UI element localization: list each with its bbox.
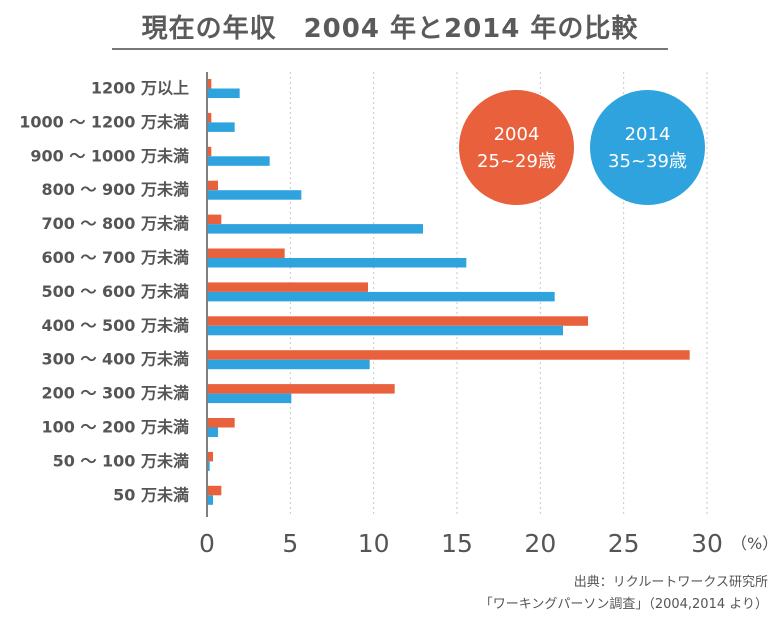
bar-2014 xyxy=(208,427,218,437)
category-label: 700 ～ 800 万未満 xyxy=(41,214,189,233)
bar-2004 xyxy=(208,485,222,496)
category-label: 800 ～ 900 万未満 xyxy=(41,180,189,199)
category-label: 1000 ～ 1200 万未満 xyxy=(19,112,189,131)
bar-2014 xyxy=(208,88,240,98)
category-label: 400 ～ 500 万未満 xyxy=(41,316,189,335)
chart-title: 現在の年収 2004 年と2014 年の比較 xyxy=(141,14,639,44)
x-tick-label: 0 xyxy=(199,529,215,558)
x-tick-labels: 0 5 10 15 20 25 30 xyxy=(199,529,723,558)
bar-2004 xyxy=(208,384,395,394)
category-label: 100 ～ 200 万未満 xyxy=(41,418,189,437)
grid-lines xyxy=(206,72,708,517)
bar-2014 xyxy=(208,258,467,268)
bar-2014 xyxy=(208,461,210,471)
legend-2004-age: 25~29歳 xyxy=(477,150,556,172)
bar-2004 xyxy=(208,418,235,428)
bar-2014 xyxy=(208,122,235,132)
x-tick-label: 25 xyxy=(608,529,640,558)
bar-2004 xyxy=(208,248,285,258)
bar-2014 xyxy=(208,359,370,370)
category-label: 50 ～ 100 万未満 xyxy=(53,451,189,470)
source-note: 出典：リクルートワークス研究所 「ワーキングパーソン調査」（2004,2014 … xyxy=(480,572,768,616)
category-label: 1200 万以上 xyxy=(91,79,189,98)
bar-2004 xyxy=(208,112,212,123)
legend-2014-year: 2014 xyxy=(624,123,671,145)
bar-2014 xyxy=(208,495,213,505)
bar-2014 xyxy=(208,325,563,336)
category-labels: 1200 万以上 1000 ～ 1200 万未満 900 ～ 1000 万未満 800… xyxy=(19,79,189,505)
x-unit-label: （%） xyxy=(731,534,778,553)
bar-2004 xyxy=(208,350,690,360)
legend-2014-age: 35~39歳 xyxy=(608,150,687,172)
legend-2004-year: 2004 xyxy=(493,123,540,145)
bar-2014 xyxy=(208,291,555,302)
bar-2004 xyxy=(208,180,218,191)
bar-2014 xyxy=(208,190,302,200)
legend-badge-2004: 2004 25~29歳 xyxy=(459,90,574,205)
source-line-1: 出典：リクルートワークス研究所 xyxy=(573,575,768,590)
category-label: 300 ～ 400 万未満 xyxy=(41,350,189,369)
bar-2004 xyxy=(208,451,213,462)
bar-2004 xyxy=(208,316,588,326)
bar-2004 xyxy=(208,146,212,157)
bar-2004 xyxy=(208,79,212,89)
bar-2004 xyxy=(208,214,222,225)
x-tick-label: 15 xyxy=(441,529,473,558)
category-label: 50 万未満 xyxy=(113,485,189,504)
x-tick-label: 10 xyxy=(358,529,390,558)
bar-2004 xyxy=(208,282,368,292)
x-tick-label: 20 xyxy=(524,529,556,558)
category-label: 900 ～ 1000 万未満 xyxy=(30,146,189,165)
category-label: 200 ～ 300 万未満 xyxy=(41,384,189,403)
legend-badge-2014: 2014 35~39歳 xyxy=(590,90,705,205)
title-underline xyxy=(112,48,668,50)
bar-2014 xyxy=(208,224,423,234)
x-tick-label: 30 xyxy=(691,529,723,558)
source-line-2: 「ワーキングパーソン調査」（2004,2014 より） xyxy=(479,597,768,612)
bar-2014 xyxy=(208,156,270,166)
x-tick-label: 5 xyxy=(282,529,298,558)
bars xyxy=(208,79,690,505)
category-label: 500 ～ 600 万未満 xyxy=(41,282,189,301)
bar-2014 xyxy=(208,393,292,404)
category-label: 600 ～ 700 万未満 xyxy=(41,248,189,267)
